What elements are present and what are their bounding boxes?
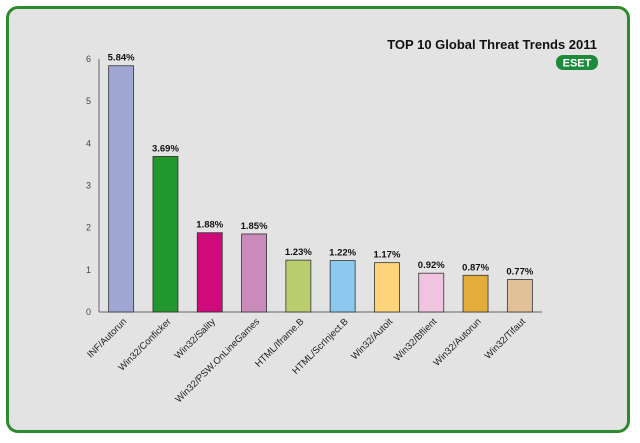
data-label: 1.23% — [285, 247, 312, 258]
bar — [374, 262, 400, 313]
category-label: Win32/Tifaut — [483, 316, 528, 361]
data-label: 0.77% — [506, 267, 533, 278]
data-label: 0.87% — [462, 262, 489, 273]
bar — [418, 272, 445, 313]
bar — [108, 65, 135, 313]
data-label: 3.69% — [152, 143, 179, 154]
data-label: 1.17% — [373, 250, 400, 261]
chart-title: TOP 10 Global Threat Trends 2011 — [387, 37, 597, 52]
eset-logo: ESET — [556, 55, 598, 70]
data-label: 1.85% — [241, 221, 268, 232]
category-label: INF/Autorun — [85, 316, 129, 360]
category-label: Win32/Autoit — [349, 316, 395, 362]
category-label: Win32/Sality — [173, 316, 218, 361]
category-label: Win32/Bflient — [392, 316, 440, 364]
chart-frame: TOP 10 Global Threat Trends 2011 ESET 0 1… — [6, 6, 630, 433]
data-label: 5.84% — [108, 53, 135, 64]
bar — [462, 274, 489, 313]
y-tick-label: 3 — [86, 181, 91, 191]
bar — [506, 279, 533, 313]
bar — [329, 260, 356, 313]
y-tick-label: 0 — [86, 307, 91, 317]
logo-text: ESET — [563, 58, 592, 70]
y-tick-label: 5 — [86, 96, 91, 106]
bar-chart: TOP 10 Global Threat Trends 2011 ESET 0 1… — [85, 37, 598, 405]
bar — [152, 156, 179, 313]
bar — [241, 233, 267, 313]
bars-group: 5.84%INF/Autorun3.69%Win32/Conficker1.88… — [85, 53, 534, 405]
data-label: 1.88% — [196, 220, 223, 231]
data-label: 0.92% — [418, 260, 445, 271]
logo-badge — [556, 55, 598, 70]
y-tick-label: 4 — [86, 138, 91, 148]
y-tick-label: 1 — [86, 265, 91, 275]
bar — [196, 232, 223, 313]
category-label: Win32/PSW.OnLineGames — [173, 316, 262, 405]
bar — [285, 259, 312, 313]
y-tick-label: 2 — [86, 223, 91, 233]
data-label: 1.22% — [329, 248, 356, 259]
y-tick-label: 6 — [86, 54, 91, 64]
